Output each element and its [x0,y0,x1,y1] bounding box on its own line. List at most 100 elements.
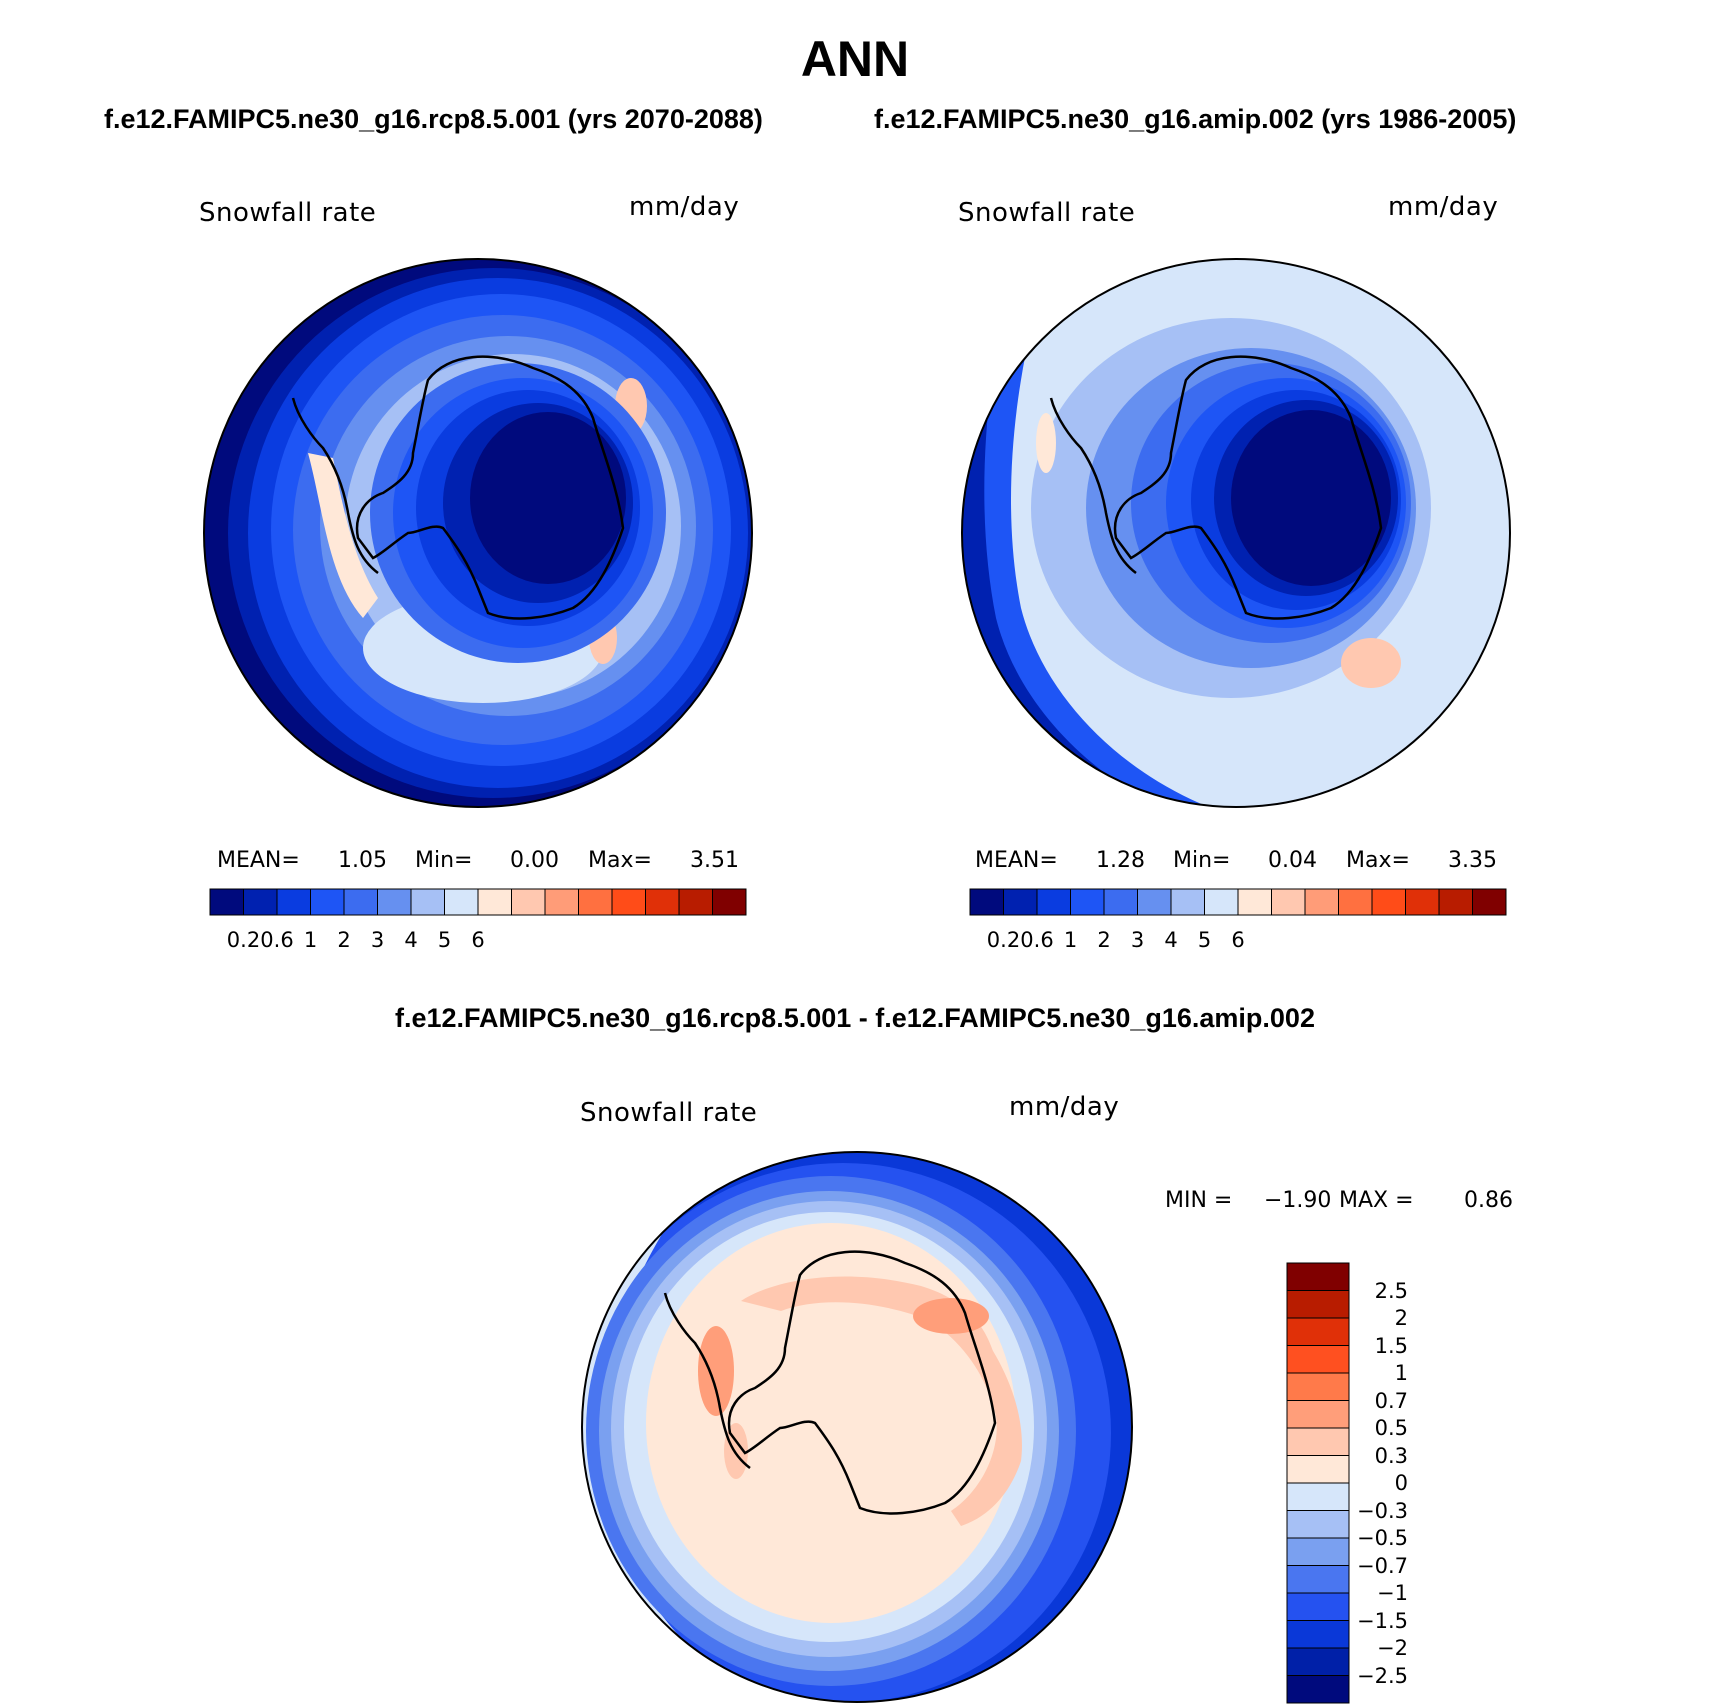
right-map-warm-patch-2 [1036,413,1056,473]
right-colorbar-tick-label: 0.2 [986,928,1021,952]
left-colorbar-swatch [444,888,479,916]
diff-units-label: mm/day [1009,1092,1120,1122]
right-colorbar-tick-label: 1 [1063,928,1078,952]
diff-colorbar-swatch [1286,1565,1350,1594]
left-min-value: 0.00 [510,848,559,873]
right-colorbar-swatch [1170,888,1205,916]
left-colorbar-swatch [511,888,546,916]
left-colorbar-swatch [209,888,244,916]
diff-colorbar-tick-label: 1.5 [1374,1333,1408,1358]
right-colorbar-tick-label: 5 [1197,928,1212,952]
diff-colorbar-tick-label: −1 [1377,1581,1408,1605]
left-colorbar-swatch [343,888,378,916]
diff-colorbar-swatch [1286,1427,1350,1456]
right-mean-label: MEAN= [975,848,1058,873]
left-map-warm-patch-1 [308,453,378,618]
right-colorbar-swatch [1003,888,1038,916]
diff-colorbar-swatch [1286,1620,1350,1649]
right-variable-label: Snowfall rate [958,198,1136,228]
right-colorbar-tick-label: 2 [1097,928,1111,952]
diff-map-warm-patch-3 [724,1423,748,1479]
diff-colorbar-tick-label: −2.5 [1357,1663,1408,1688]
right-colorbar-swatch [1237,888,1272,916]
left-colorbar-tick-label: 3 [370,928,385,952]
right-max-value: 3.35 [1448,848,1497,873]
right-colorbar-swatch [1438,888,1473,916]
right-colorbar-tick-label: 6 [1231,928,1245,952]
left-map [203,258,753,808]
diff-colorbar-tick-label: 2 [1394,1306,1408,1330]
left-min-label: Min= [415,848,473,873]
left-variable-label: Snowfall rate [199,198,377,228]
diff-max-label: MAX = [1339,1188,1414,1213]
right-min-label: Min= [1173,848,1231,873]
diff-colorbar-swatch [1286,1675,1350,1704]
right-colorbar-swatch [1070,888,1105,916]
left-colorbar-swatch [310,888,345,916]
diff-colorbar-swatch [1286,1262,1350,1291]
left-map-peninsula [291,397,379,574]
right-map-coastline [1113,355,1383,620]
diff-map [581,1151,1133,1703]
diff-colorbar-tick-label: 0.7 [1374,1388,1408,1413]
left-colorbar-tick-label: 5 [437,928,452,952]
diff-colorbar-swatch [1286,1400,1350,1429]
left-colorbar-tick-label: 0.6 [260,928,294,952]
left-colorbar-swatch [712,888,747,916]
diff-colorbar-tick-label: 1 [1394,1361,1408,1385]
right-colorbar-swatch [1204,888,1239,916]
right-colorbar-swatch [1103,888,1138,916]
diff-colorbar-swatch [1286,1537,1350,1566]
left-colorbar-swatch [377,888,412,916]
diff-map-coastline [727,1250,997,1515]
left-map-border [203,258,753,808]
right-map-band-2 [962,259,1211,807]
left-colorbar [209,888,747,916]
right-colorbar-swatch [1036,888,1071,916]
diff-min-label: MIN = [1165,1188,1233,1213]
diff-colorbar-swatch [1286,1647,1350,1676]
left-units-label: mm/day [629,192,740,222]
diff-colorbar-tick-label: 0 [1394,1471,1408,1495]
right-units-label: mm/day [1388,192,1499,222]
left-colorbar-swatch [410,888,445,916]
left-colorbar-swatch [477,888,512,916]
diff-colorbar-swatch [1286,1482,1350,1511]
left-colorbar-tick-label: 4 [404,928,418,952]
diff-colorbar [1286,1262,1350,1704]
diff-variable-label: Snowfall rate [580,1098,758,1128]
left-colorbar-swatch [243,888,278,916]
diff-colorbar-swatch [1286,1592,1350,1621]
right-map-warm-patch-1 [1341,638,1401,688]
right-map-band-3 [962,259,1161,807]
diff-colorbar-swatch [1286,1317,1350,1346]
diff-colorbar-swatch [1286,1372,1350,1401]
diff-colorbar-swatch [1286,1510,1350,1539]
left-colorbar-tick-label: 2 [337,928,351,952]
diff-colorbar-swatch [1286,1345,1350,1374]
right-min-value: 0.04 [1268,848,1317,873]
case2-title: f.e12.FAMIPC5.ne30_g16.amip.002 (yrs 198… [874,104,1517,134]
right-mean-value: 1.28 [1096,848,1145,873]
left-colorbar-swatch [678,888,713,916]
diff-map-warm-patch-2 [698,1326,734,1416]
right-map-border [961,258,1511,808]
diff-map-border [581,1151,1133,1703]
right-map [961,258,1511,808]
right-colorbar-swatch [1371,888,1406,916]
diff-colorbar-tick-label: 0.3 [1374,1443,1408,1468]
diff-map-band-8 [741,1276,1022,1526]
diff-title: f.e12.FAMIPC5.ne30_g16.rcp8.5.001 - f.e1… [395,1003,1315,1033]
diff-colorbar-tick-label: −1.5 [1357,1608,1408,1633]
left-colorbar-swatch [276,888,311,916]
diff-colorbar-tick-label: 2.5 [1374,1278,1408,1303]
right-colorbar-tick-label: 4 [1164,928,1178,952]
left-map-band-12 [470,412,626,584]
figure-title: ANN [800,31,910,87]
diff-colorbar-tick-label: −2 [1377,1636,1408,1660]
right-colorbar-swatch [1338,888,1373,916]
diff-colorbar-tick-label: −0.7 [1357,1553,1408,1578]
left-colorbar-swatch [611,888,646,916]
left-mean-value: 1.05 [338,848,387,873]
right-map-band-10 [1231,410,1391,586]
